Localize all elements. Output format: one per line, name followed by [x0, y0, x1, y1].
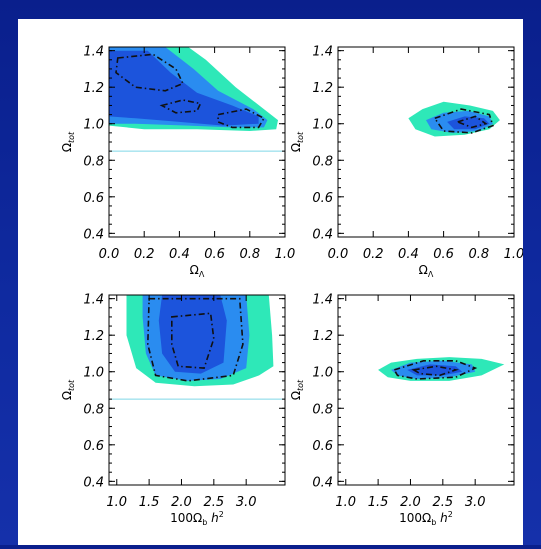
plot-area [378, 357, 505, 381]
y-tick-label: 0.4 [312, 227, 333, 242]
y-tick-label: 1.0 [83, 118, 104, 133]
dashed-contour [217, 108, 266, 129]
x-tick-label: 2.0 [400, 495, 421, 510]
x-tick-label: 3.0 [465, 495, 486, 510]
chart-panel-bottom-right: 0.4 0.6 0.8 1.0 1.2 1.4 1.0 1.5 2.0 2.5 3.0 100Ωb h… [289, 293, 515, 527]
x-axis-label: 100Ωb h2 [170, 510, 224, 527]
contour-inner [109, 50, 259, 126]
y-tick-label: 1.4 [312, 293, 333, 308]
x-tick-label: 0.8 [239, 247, 260, 262]
x-tick-label: 1.0 [106, 495, 127, 510]
y-tick-label: 1.0 [312, 366, 333, 381]
x-tick-label: 0.2 [363, 247, 384, 262]
y-tick-label: 1.4 [312, 45, 333, 60]
y-axis-label: Ωtot [60, 131, 76, 152]
y-tick-label: 1.2 [83, 329, 104, 344]
y-tick-label: 1.2 [312, 329, 333, 344]
contour-figure: 0.4 0.6 0.8 1.0 1.2 1.4 0.0 0.2 0.4 0.6 0.8 1.0 ΩΛ Ωt… [60, 45, 524, 527]
x-tick-label: 2.5 [203, 495, 224, 510]
y-tick-label: 0.4 [83, 475, 104, 490]
plot-frame [337, 294, 515, 486]
y-tick-label: 1.4 [83, 293, 104, 308]
y-tick-label: 0.6 [83, 191, 104, 206]
x-tick-label: 2.0 [171, 495, 192, 510]
figure-panel: 0.4 0.6 0.8 1.0 1.2 1.4 0.0 0.2 0.4 0.6 0.8 1.0 ΩΛ Ωt… [18, 19, 524, 545]
y-tick-label: 0.4 [312, 475, 333, 490]
x-axis-label: 100Ωb h2 [399, 510, 453, 527]
x-tick-label: 1.5 [368, 495, 389, 510]
x-tick-label: 0.6 [204, 247, 225, 262]
y-tick-label: 0.6 [312, 439, 333, 454]
y-axis-label: Ωtot [60, 379, 76, 400]
plot-area [408, 101, 500, 137]
y-tick-label: 0.8 [312, 402, 333, 417]
y-tick-label: 0.8 [83, 154, 104, 169]
y-tick-label: 0.6 [312, 191, 333, 206]
x-tick-label: 0.4 [169, 247, 190, 262]
plot-area [109, 295, 285, 400]
x-tick-label: 3.0 [236, 495, 257, 510]
x-tick-label: 0.2 [134, 247, 155, 262]
chart-panel-bottom-left: 0.4 0.6 0.8 1.0 1.2 1.4 1.0 1.5 2.0 2.5 3.0 100Ωb h… [60, 293, 286, 527]
plot-frame [337, 46, 515, 238]
contour-inner [158, 295, 227, 374]
y-tick-label: 1.0 [83, 366, 104, 381]
x-tick-label: 2.5 [432, 495, 453, 510]
x-axis-label: ΩΛ [419, 263, 434, 279]
dashed-contour [171, 312, 215, 369]
y-tick-label: 1.4 [83, 45, 104, 60]
x-tick-label: 1.0 [504, 247, 523, 262]
dashed-contour [433, 108, 494, 134]
x-tick-label: 0.4 [398, 247, 419, 262]
y-tick-label: 0.8 [83, 402, 104, 417]
y-axis-label: Ωtot [289, 379, 305, 400]
dashed-contour [159, 99, 202, 114]
y-tick-label: 1.2 [83, 81, 104, 96]
dashed-contour [146, 297, 244, 382]
x-tick-label: 1.5 [139, 495, 160, 510]
y-tick-label: 0.8 [312, 154, 333, 169]
x-tick-label: 1.0 [335, 495, 356, 510]
plot-area [109, 47, 285, 152]
chart-panel-top-left: 0.4 0.6 0.8 1.0 1.2 1.4 0.0 0.2 0.4 0.6 0.8 1.0 ΩΛ Ωt… [60, 45, 295, 279]
chart-panel-top-right: 0.4 0.6 0.8 1.0 1.2 1.4 0.0 0.2 0.4 0.6 0.8 1.0 ΩΛ Ωt… [289, 45, 524, 279]
y-axis-label: Ωtot [289, 131, 305, 152]
dashed-contour [455, 115, 488, 129]
x-tick-label: 0.6 [433, 247, 454, 262]
x-tick-label: 0.0 [99, 247, 120, 262]
x-axis-label: ΩΛ [190, 263, 205, 279]
y-tick-label: 0.4 [83, 227, 104, 242]
y-tick-label: 1.0 [312, 118, 333, 133]
x-tick-label: 0.8 [468, 247, 489, 262]
dashed-contour [411, 365, 459, 377]
x-tick-label: 1.0 [275, 247, 296, 262]
y-tick-label: 0.6 [83, 439, 104, 454]
x-tick-label: 0.0 [328, 247, 349, 262]
y-tick-label: 1.2 [312, 81, 333, 96]
